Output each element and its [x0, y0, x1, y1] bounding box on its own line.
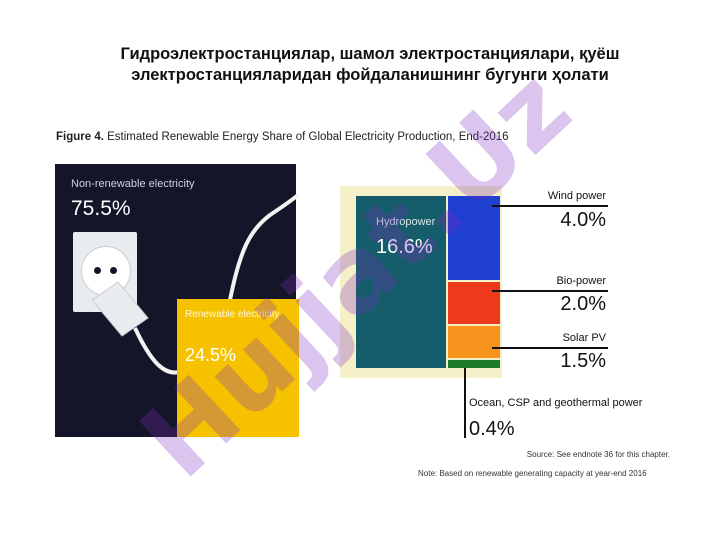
bio-value: 2.0%	[560, 293, 606, 315]
ocean-leader-line	[464, 368, 466, 438]
solar-leader-line	[492, 347, 608, 349]
solar-label: Solar PV	[562, 332, 606, 344]
wind-label: Wind power	[547, 190, 606, 202]
wind-value: 4.0%	[560, 209, 606, 231]
ocean-value: 0.4%	[469, 418, 515, 440]
wind-leader-line	[492, 205, 608, 207]
renewable-label: Renewable electricity	[185, 309, 280, 320]
figure-caption: Figure 4. Estimated Renewable Energy Sha…	[56, 131, 509, 143]
slide-title: Гидроэлектростанциялар, шамол электроста…	[120, 45, 620, 84]
source-note: Source: See endnote 36 for this chapter.	[526, 450, 670, 459]
hydropower-label: Hydropower	[376, 216, 436, 228]
solar-value: 1.5%	[560, 350, 606, 372]
treemap-cell-solar	[448, 326, 500, 358]
bio-leader-line	[492, 290, 608, 292]
non-renewable-value: 75.5%	[71, 197, 131, 220]
renewable-value: 24.5%	[185, 345, 237, 365]
bio-label: Bio-power	[556, 275, 606, 287]
treemap-cell-bio	[448, 282, 500, 324]
ocean-label: Ocean, CSP and geothermal power	[469, 397, 643, 409]
treemap-cell-ocean	[448, 360, 500, 368]
hydropower-value: 16.6%	[376, 236, 433, 258]
treemap-cell-hydropower: Hydropower 16.6%	[356, 196, 446, 368]
treemap-cell-wind	[448, 196, 500, 280]
figure-caption-text: Estimated Renewable Energy Share of Glob…	[103, 131, 509, 143]
footnote: Note: Based on renewable generating capa…	[418, 469, 647, 478]
renewable-box: Renewable electricity 24.5%	[177, 299, 299, 437]
figure-caption-number: Figure 4.	[56, 131, 104, 143]
non-renewable-label: Non-renewable electricity	[71, 178, 195, 190]
